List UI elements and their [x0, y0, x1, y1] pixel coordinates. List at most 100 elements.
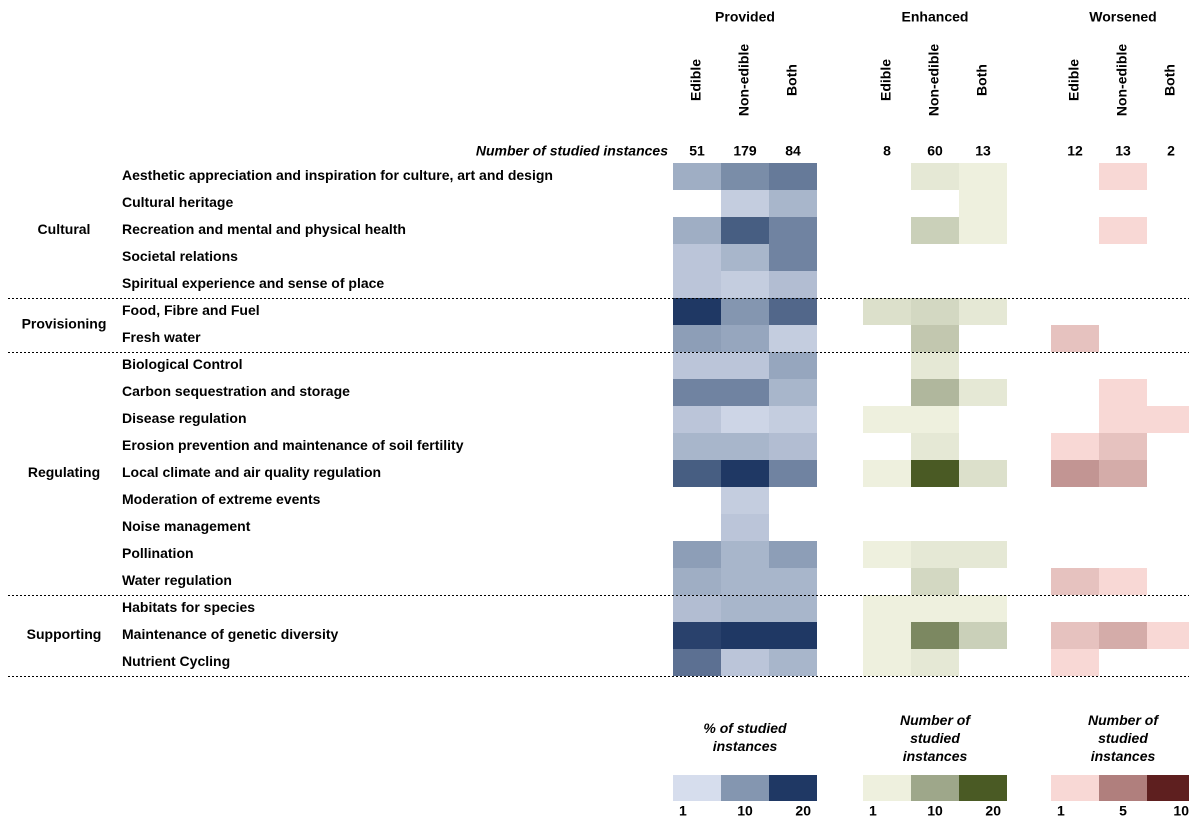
heat-cell	[769, 406, 817, 433]
heat-cell	[1051, 649, 1099, 676]
heat-cell	[673, 622, 721, 649]
heat-cell	[673, 406, 721, 433]
heat-cell	[1099, 460, 1147, 487]
legend-tick: 1	[1057, 803, 1065, 819]
heat-cell	[911, 433, 959, 460]
row-label: Water regulation	[122, 572, 232, 588]
legend-tick: 10	[1173, 803, 1189, 819]
row-label: Maintenance of genetic diversity	[122, 626, 338, 642]
heat-cell	[721, 595, 769, 622]
heat-cell	[769, 271, 817, 298]
heat-cell	[673, 217, 721, 244]
legend-tick: 20	[795, 803, 811, 819]
heat-cell	[721, 460, 769, 487]
column-label: Non-edible	[1114, 44, 1130, 117]
heat-cell	[721, 379, 769, 406]
legend-tick: 1	[679, 803, 687, 819]
heat-cell	[911, 595, 959, 622]
instances-label: Number of studied instances	[476, 143, 668, 159]
column-label: Edible	[688, 59, 704, 101]
section-label: Supporting	[27, 626, 102, 642]
heat-cell	[769, 190, 817, 217]
heat-cell	[673, 433, 721, 460]
instance-count: 2	[1167, 143, 1175, 159]
heat-cell	[863, 649, 911, 676]
heat-cell	[769, 541, 817, 568]
heat-cell	[911, 325, 959, 352]
instance-count: 84	[785, 143, 801, 159]
row-label: Nutrient Cycling	[122, 653, 230, 669]
heat-cell	[769, 244, 817, 271]
heat-cell	[769, 217, 817, 244]
heat-cell	[721, 622, 769, 649]
heat-cell	[721, 190, 769, 217]
heat-cell	[721, 541, 769, 568]
row-label: Carbon sequestration and storage	[122, 383, 350, 399]
row-label: Spiritual experience and sense of place	[122, 275, 384, 291]
heat-cell	[959, 541, 1007, 568]
heat-cell	[673, 568, 721, 595]
section-label: Regulating	[28, 464, 100, 480]
row-label: Cultural heritage	[122, 194, 233, 210]
heat-cell	[1147, 622, 1189, 649]
row-label: Disease regulation	[122, 410, 247, 426]
heat-cell	[721, 649, 769, 676]
heat-cell	[911, 163, 959, 190]
instance-count: 60	[927, 143, 943, 159]
heat-cell	[911, 298, 959, 325]
instance-count: 179	[733, 143, 757, 159]
heat-cell	[911, 649, 959, 676]
heat-cell	[959, 460, 1007, 487]
heat-cell	[911, 541, 959, 568]
heat-cell	[721, 298, 769, 325]
heat-cell	[1099, 622, 1147, 649]
row-label: Noise management	[122, 518, 251, 534]
heat-cell	[721, 487, 769, 514]
heat-cell	[769, 379, 817, 406]
heat-cell	[959, 298, 1007, 325]
heat-cell	[769, 163, 817, 190]
legend-swatch	[863, 775, 911, 801]
row-label: Local climate and air quality regulation	[122, 464, 381, 480]
heat-cell	[1099, 406, 1147, 433]
heat-cell	[1099, 568, 1147, 595]
heat-cell	[1051, 325, 1099, 352]
row-label: Societal relations	[122, 248, 238, 264]
column-label: Both	[1162, 64, 1178, 96]
legend-tick: 1	[869, 803, 877, 819]
heat-cell	[721, 244, 769, 271]
heat-cell	[769, 595, 817, 622]
heat-cell	[673, 244, 721, 271]
legend-swatch	[721, 775, 769, 801]
heat-cell	[769, 649, 817, 676]
row-label: Aesthetic appreciation and inspiration f…	[122, 167, 553, 183]
heat-cell	[959, 595, 1007, 622]
legend-swatch	[1147, 775, 1189, 801]
column-label: Edible	[1066, 59, 1082, 101]
heat-cell	[769, 568, 817, 595]
heat-cell	[721, 406, 769, 433]
heat-cell	[863, 460, 911, 487]
legend-tick: 10	[737, 803, 753, 819]
group-title: Provided	[715, 9, 775, 25]
heat-cell	[769, 325, 817, 352]
heat-cell	[673, 379, 721, 406]
group-title: Worsened	[1089, 9, 1156, 25]
legend-swatch	[769, 775, 817, 801]
row-label: Fresh water	[122, 329, 201, 345]
legend-swatch	[1051, 775, 1099, 801]
instance-count: 13	[975, 143, 991, 159]
instance-count: 13	[1115, 143, 1131, 159]
heat-cell	[769, 622, 817, 649]
instance-count: 12	[1067, 143, 1083, 159]
heat-cell	[673, 541, 721, 568]
row-label: Pollination	[122, 545, 194, 561]
heat-cell	[1147, 406, 1189, 433]
row-label: Moderation of extreme events	[122, 491, 321, 507]
heat-cell	[721, 217, 769, 244]
heat-cell	[911, 352, 959, 379]
legend-tick: 5	[1119, 803, 1127, 819]
column-label: Edible	[878, 59, 894, 101]
legend-swatch	[673, 775, 721, 801]
